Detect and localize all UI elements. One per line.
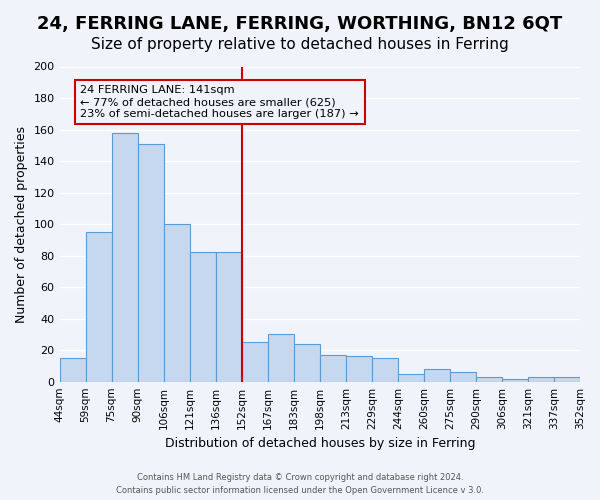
Bar xyxy=(554,377,580,382)
Bar xyxy=(346,356,372,382)
Text: Contains HM Land Registry data © Crown copyright and database right 2024.
Contai: Contains HM Land Registry data © Crown c… xyxy=(116,473,484,495)
Bar xyxy=(476,377,502,382)
Bar xyxy=(528,377,554,382)
Bar xyxy=(502,378,528,382)
Bar xyxy=(190,252,215,382)
Bar xyxy=(86,232,112,382)
Bar xyxy=(242,342,268,382)
X-axis label: Distribution of detached houses by size in Ferring: Distribution of detached houses by size … xyxy=(164,437,475,450)
Bar xyxy=(215,252,242,382)
Bar xyxy=(424,369,450,382)
Bar xyxy=(59,358,86,382)
Bar xyxy=(294,344,320,382)
Text: 24 FERRING LANE: 141sqm
← 77% of detached houses are smaller (625)
23% of semi-d: 24 FERRING LANE: 141sqm ← 77% of detache… xyxy=(80,86,359,118)
Text: 24, FERRING LANE, FERRING, WORTHING, BN12 6QT: 24, FERRING LANE, FERRING, WORTHING, BN1… xyxy=(37,15,563,33)
Bar xyxy=(372,358,398,382)
Y-axis label: Number of detached properties: Number of detached properties xyxy=(15,126,28,322)
Text: Size of property relative to detached houses in Ferring: Size of property relative to detached ho… xyxy=(91,38,509,52)
Bar xyxy=(398,374,424,382)
Bar xyxy=(268,334,294,382)
Bar xyxy=(320,355,346,382)
Bar xyxy=(164,224,190,382)
Bar xyxy=(112,132,137,382)
Bar xyxy=(137,144,164,382)
Bar xyxy=(450,372,476,382)
